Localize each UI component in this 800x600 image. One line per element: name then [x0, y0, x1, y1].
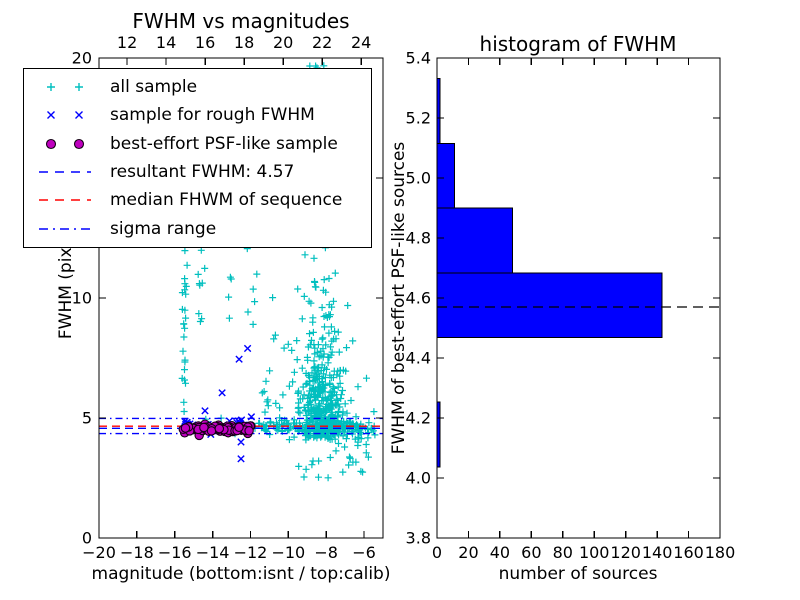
- histogram-bar: [436, 207, 513, 274]
- left-plot-title: FWHM vs magnitudes: [132, 9, 350, 33]
- right-plot-title: histogram of FWHM: [479, 32, 677, 56]
- histogram-bar: [436, 272, 663, 339]
- histogram-bar: [436, 143, 455, 209]
- legend-label: resultant FWHM: 4.57: [110, 162, 295, 183]
- psf-sample-point: [199, 422, 209, 433]
- psf-sample-point: [234, 422, 244, 433]
- legend-item-all-sample: all sample: [34, 74, 371, 101]
- left-xaxis-label: magnitude (bottom:isnt / top:calib): [91, 564, 391, 584]
- legend-item-rough-fwhm: sample for rough FWHM: [34, 102, 371, 129]
- median-fhwm-line-icon: [39, 199, 91, 202]
- right-yaxis-tick-label: 4.0: [405, 468, 431, 488]
- legend-item-psf-sample: best-effort PSF-like sample: [34, 130, 371, 157]
- legend-label: sigma range: [110, 218, 217, 239]
- psf-sample-marker-icon: [45, 138, 85, 149]
- right-yaxis-tick-label: 5.4: [405, 48, 431, 68]
- psf-sample-point: [214, 423, 225, 434]
- legend-label: sample for rough FWHM: [110, 105, 315, 126]
- legend-item-sigma-range: sigma range: [34, 215, 371, 242]
- right-xaxis-tick-label: 60: [521, 543, 542, 562]
- legend-label: median FHWM of sequence: [110, 190, 343, 211]
- legend-label: all sample: [110, 77, 198, 98]
- top-xaxis-tick-label: 20: [272, 33, 294, 52]
- rough-fwhm-marker-icon: [47, 111, 83, 120]
- right-xaxis-tick-label: 100: [578, 543, 610, 562]
- left-yaxis-tick-label: 10: [71, 288, 92, 308]
- left-xaxis-tick-label: −16: [157, 543, 192, 562]
- right-xaxis-tick-label: 120: [610, 543, 641, 562]
- psf-sample-point: [244, 426, 254, 436]
- left-xaxis-tick-label: −12: [233, 543, 268, 562]
- right-yaxis-tick-label: 4.8: [405, 228, 431, 248]
- left-yaxis-tick-label: 20: [71, 48, 92, 68]
- top-xaxis-tick-label: 14: [155, 33, 177, 52]
- left-xaxis-tick-label: −14: [195, 543, 230, 562]
- all-sample-marker-icon: [47, 83, 83, 92]
- right-yaxis-tick-label: 4.2: [405, 408, 431, 428]
- legend-label: best-effort PSF-like sample: [110, 133, 338, 154]
- top-xaxis-tick-label: 18: [233, 33, 255, 52]
- legend-box: all sample sample for rough FWHM best-ef…: [23, 68, 372, 248]
- right-xaxis-tick-label: 0: [431, 543, 443, 562]
- right-xaxis-label: number of sources: [498, 564, 658, 584]
- left-yaxis-tick-label: 5: [81, 408, 92, 428]
- top-xaxis-tick-label: 24: [350, 33, 372, 52]
- right-yaxis-tick-label: 5.2: [405, 108, 431, 128]
- sigma-range-line-icon: [39, 227, 91, 230]
- scatter-plot-area: [99, 62, 383, 482]
- right-yaxis-tick-label: 4.6: [405, 288, 431, 308]
- psf-sample-point: [206, 426, 217, 436]
- psf-sample-point: [180, 423, 191, 433]
- right-yaxis-tick-label: 3.8: [405, 528, 431, 548]
- right-xaxis-tick-label: 180: [704, 543, 736, 562]
- right-xaxis-tick-label: 140: [641, 543, 673, 562]
- right-yaxis-tick-label: 5.0: [405, 168, 431, 188]
- left-xaxis-tick-label: −10: [271, 543, 306, 562]
- right-xaxis-tick-label: 80: [552, 543, 573, 562]
- legend-item-median-fhwm: median FHWM of sequence: [34, 187, 371, 214]
- legend-item-resultant-fwhm: resultant FWHM: 4.57: [34, 159, 371, 186]
- resultant-fwhm-line-icon: [39, 171, 91, 173]
- rough-fwhm-points: [181, 344, 256, 463]
- left-xaxis-tick-label: −8: [314, 543, 338, 562]
- right-xaxis-tick-label: 160: [673, 543, 704, 562]
- left-xaxis-tick-label: −18: [119, 543, 154, 562]
- left-yaxis-tick-label: 0: [81, 528, 92, 548]
- top-xaxis-tick-label: 16: [194, 33, 216, 52]
- right-xaxis-tick-label: 20: [458, 543, 479, 562]
- left-xaxis-tick-label: −6: [352, 543, 376, 562]
- right-xaxis-tick-label: 40: [489, 543, 511, 562]
- top-xaxis-tick-label: 22: [311, 33, 333, 52]
- right-yaxis-tick-label: 4.4: [405, 348, 431, 368]
- left-xaxis-tick-label: −20: [82, 543, 116, 562]
- top-xaxis-tick-label: 12: [116, 33, 138, 52]
